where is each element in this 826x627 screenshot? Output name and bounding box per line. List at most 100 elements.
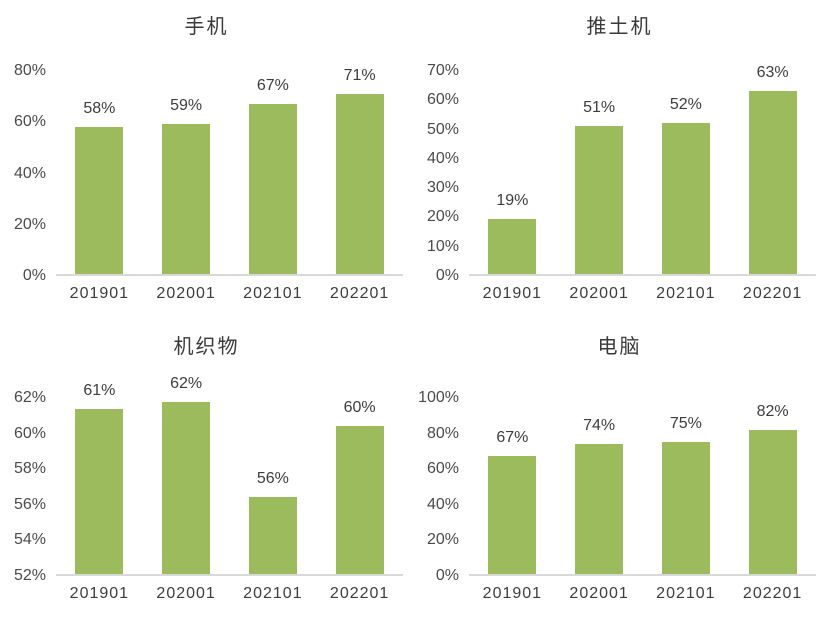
- plot-area: 19% 51% 52% 63%: [469, 64, 816, 276]
- bar-group: 56%: [230, 398, 317, 574]
- y-tick-label: 60%: [13, 113, 46, 131]
- bar-group: 63%: [729, 64, 816, 274]
- x-tick-label: 202101: [243, 285, 303, 302]
- bar: [335, 93, 384, 274]
- bar: [248, 104, 297, 274]
- x-axis: 201901 202001 202101 202201: [0, 584, 413, 604]
- bar: [661, 442, 710, 574]
- x-tick-label: 202201: [742, 585, 803, 602]
- y-axis: 0% 20% 40% 60% 80% 100%: [413, 389, 469, 584]
- chart-panel-jizhiwu: 机织物 52% 54% 56% 58% 60% 62% 61% 62% 56% 60% 2019…: [0, 320, 413, 627]
- chart-title: 电脑: [597, 336, 642, 358]
- x-tick-label: 202101: [243, 585, 303, 602]
- plot-area: 61% 62% 56% 60%: [56, 375, 403, 576]
- x-tick-label: 202101: [656, 585, 716, 602]
- chart-area: 0% 10% 20% 30% 40% 50% 60% 70% 19% 51% 52% 63%: [413, 62, 816, 284]
- x-tick-label: 202201: [742, 285, 803, 302]
- y-axis: 0% 20% 40% 60% 80%: [0, 62, 56, 284]
- bar: [748, 429, 797, 574]
- y-tick-label: 20%: [426, 208, 459, 226]
- y-tick-label: 58%: [13, 460, 46, 478]
- bar-value-label: 63%: [756, 64, 789, 82]
- y-tick-label: 30%: [426, 179, 459, 197]
- chart-panel-tutuji: 推土机 0% 10% 20% 30% 40% 50% 60% 70% 19% 51% 52% 63%…: [413, 0, 826, 320]
- bar-group: 67%: [469, 398, 556, 574]
- bar: [488, 218, 537, 274]
- y-axis: 52% 54% 56% 58% 60% 62%: [0, 389, 56, 584]
- bar-group: 52%: [643, 71, 730, 274]
- bar-value-label: 75%: [669, 415, 702, 432]
- bar-group: 19%: [469, 71, 556, 274]
- bar-group: 74%: [556, 398, 643, 574]
- bar-value-label: 56%: [256, 469, 289, 487]
- x-tick-label: 202101: [656, 285, 716, 302]
- y-tick-label: 54%: [13, 531, 46, 549]
- x-tick-label: 202001: [156, 285, 216, 302]
- y-tick-label: 50%: [426, 120, 459, 138]
- bar-value-label: 82%: [756, 402, 789, 420]
- bar-group: 58%: [56, 71, 143, 274]
- bar-value-label: 58%: [83, 99, 116, 117]
- plot-area: 58% 59% 67% 71%: [56, 67, 403, 276]
- chart-area: 0% 20% 40% 60% 80% 100% 67% 74% 75% 82%: [413, 389, 816, 584]
- bar: [748, 91, 797, 274]
- bar: [661, 123, 710, 274]
- x-tick-label: 202001: [569, 285, 629, 302]
- y-tick-label: 20%: [13, 215, 46, 233]
- bar: [575, 443, 624, 574]
- y-tick-label: 0%: [435, 567, 459, 584]
- chart-area: 0% 20% 40% 60% 80% 58% 59% 67% 71%: [0, 62, 403, 284]
- x-tick-label: 201901: [482, 285, 543, 302]
- bar: [575, 126, 624, 274]
- y-tick-label: 10%: [426, 237, 459, 255]
- x-tick-label: 201901: [482, 585, 543, 602]
- y-axis: 0% 10% 20% 30% 40% 50% 60% 70%: [413, 62, 469, 284]
- chart-panel-diannao: 电脑 0% 20% 40% 60% 80% 100% 67% 74% 75% 82% 20190…: [413, 320, 826, 627]
- bar-group: 59%: [143, 71, 230, 274]
- y-tick-label: 80%: [13, 62, 46, 79]
- chart-title: 手机: [184, 16, 229, 38]
- bar: [162, 401, 211, 574]
- chart-area: 52% 54% 56% 58% 60% 62% 61% 62% 56% 60%: [0, 375, 403, 584]
- y-tick-label: 100%: [418, 389, 459, 406]
- bar: [75, 408, 124, 574]
- chart-title: 机织物: [173, 336, 240, 358]
- bar-value-label: 61%: [83, 381, 116, 399]
- bar-group: 71%: [316, 67, 403, 274]
- y-tick-label: 60%: [13, 424, 46, 442]
- y-tick-label: 0%: [22, 267, 46, 284]
- bar: [75, 126, 124, 274]
- bar-group: 61%: [56, 382, 143, 574]
- plot-area: 67% 74% 75% 82%: [469, 398, 816, 576]
- y-tick-label: 56%: [13, 495, 46, 513]
- bar: [162, 124, 211, 274]
- x-axis: 201901 202001 202101 202201: [0, 284, 413, 304]
- bar-value-label: 19%: [496, 191, 529, 209]
- bar-value-label: 71%: [343, 66, 376, 84]
- y-tick-label: 40%: [13, 164, 46, 182]
- bar: [248, 496, 297, 574]
- bar-group: 82%: [729, 398, 816, 574]
- x-tick-label: 202201: [329, 285, 390, 302]
- bar: [335, 426, 384, 574]
- bar-value-label: 67%: [496, 429, 529, 447]
- y-tick-label: 62%: [13, 389, 46, 406]
- x-axis: 201901 202001 202101 202201: [413, 584, 826, 604]
- bar: [488, 456, 537, 574]
- bar-group: 51%: [556, 71, 643, 274]
- bar-value-label: 52%: [669, 96, 702, 114]
- y-tick-label: 60%: [426, 91, 459, 109]
- bar-value-label: 62%: [170, 374, 203, 392]
- bar-group: 62%: [143, 375, 230, 574]
- x-tick-label: 201901: [69, 585, 130, 602]
- x-tick-label: 202201: [329, 585, 390, 602]
- x-tick-label: 202001: [156, 585, 216, 602]
- x-tick-label: 202001: [569, 585, 629, 602]
- bar-group: 75%: [643, 398, 730, 574]
- bar-value-label: 59%: [170, 97, 203, 115]
- chart-panel-shouji: 手机 0% 20% 40% 60% 80% 58% 59% 67% 71% 201901 202…: [0, 0, 413, 320]
- y-tick-label: 40%: [426, 149, 459, 167]
- bar-value-label: 74%: [583, 416, 616, 434]
